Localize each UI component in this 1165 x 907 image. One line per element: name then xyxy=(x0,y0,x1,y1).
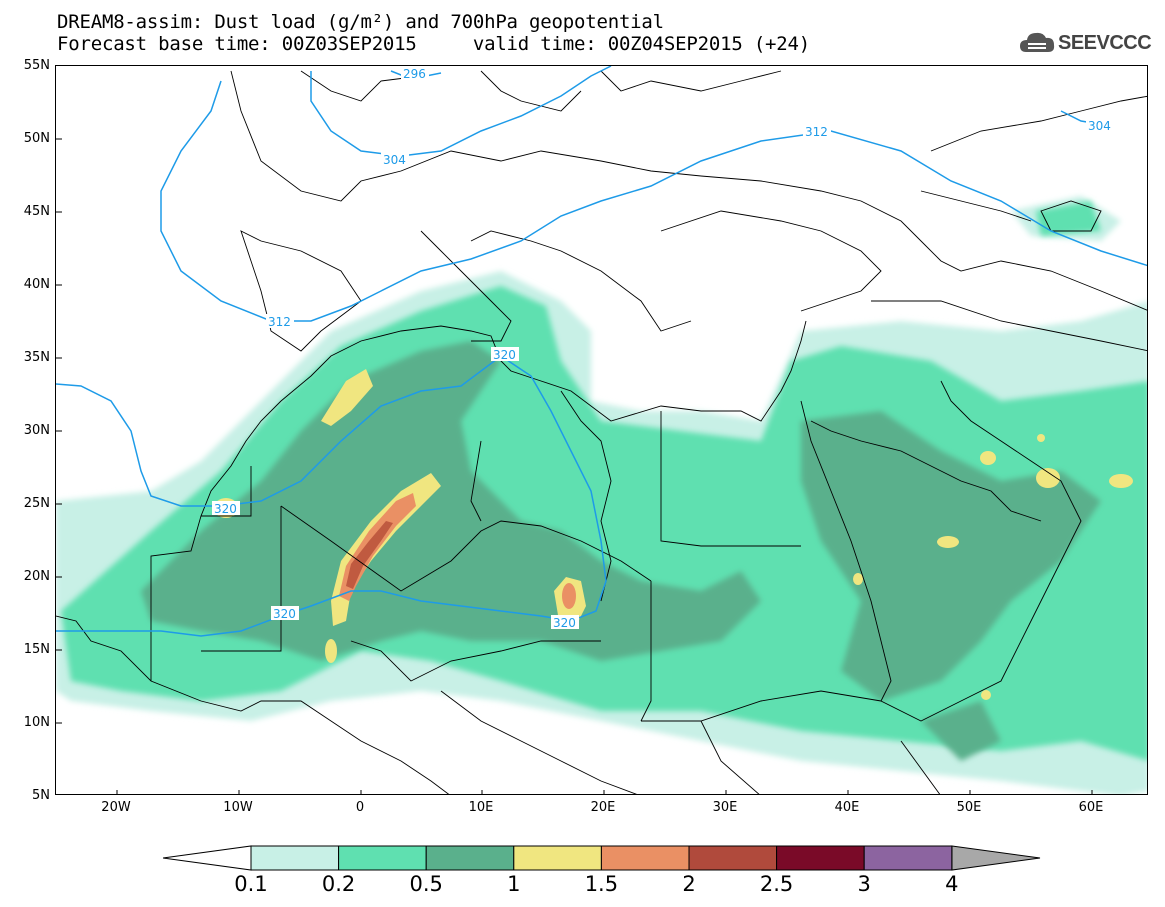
logo-text: SEEVCCC xyxy=(1058,32,1152,54)
lon-label: 10W xyxy=(223,800,253,815)
lat-label: 30N xyxy=(23,423,50,438)
contour-label-296: 296 xyxy=(403,67,426,81)
contour-label-320: 320 xyxy=(214,502,237,516)
lon-label: 20E xyxy=(590,800,616,815)
axis-ticks xyxy=(56,138,1093,794)
lon-label: 50E xyxy=(956,800,982,815)
lat-label: 10N xyxy=(23,715,50,730)
lon-label: 0 xyxy=(355,800,365,815)
lon-label: 30E xyxy=(712,800,738,815)
lat-label: 45N xyxy=(23,204,50,219)
colorbar-cell xyxy=(513,845,602,871)
country-borders xyxy=(56,70,1147,794)
colorbar-cell xyxy=(338,845,427,871)
colorbar-label: 3 xyxy=(857,872,871,896)
colorbar-label: 2 xyxy=(682,872,696,896)
colorbar-label: 0.1 xyxy=(234,872,268,896)
lat-label: 25N xyxy=(23,496,50,511)
colorbar-cell xyxy=(863,845,953,871)
colorbar-label: 0.5 xyxy=(409,872,443,896)
cloud-logo-icon xyxy=(1020,32,1055,52)
colorbar-cell xyxy=(600,845,690,871)
colorbar-cell xyxy=(688,845,778,871)
map-title: DREAM8-assim: Dust load (g/m²) and 700hP… xyxy=(57,11,664,33)
dust-layer-2 xyxy=(346,521,393,589)
map-subtitle: Forecast base time: 00Z03SEP2015 valid t… xyxy=(57,33,811,55)
colorbar-cell xyxy=(425,845,515,871)
colorbar-cells xyxy=(250,845,953,871)
contour-labels: 296 304 304 312 312 320 320 320 320 xyxy=(212,66,1114,630)
lat-label: 20N xyxy=(23,569,50,584)
lon-label: 10E xyxy=(468,800,494,815)
colorbar-label: 1 xyxy=(507,872,521,896)
contour-label-320: 320 xyxy=(273,607,296,621)
contour-label-304: 304 xyxy=(383,153,406,167)
colorbar-label: 2.5 xyxy=(759,872,794,896)
contour-label-304: 304 xyxy=(1088,119,1111,133)
colorbar xyxy=(163,845,1041,871)
contour-label-320: 320 xyxy=(553,616,576,630)
lat-label: 5N xyxy=(32,788,50,803)
lat-label: 35N xyxy=(23,350,50,365)
colorbar-min-arrow xyxy=(163,845,252,871)
colorbar-label: 4 xyxy=(945,872,959,896)
lat-label: 15N xyxy=(23,642,50,657)
lon-label: 20W xyxy=(101,800,131,815)
colorbar-label: 0.2 xyxy=(321,872,356,896)
colorbar-max-arrow xyxy=(951,845,1041,871)
lon-label: 40E xyxy=(834,800,860,815)
lat-label: 40N xyxy=(23,277,50,292)
colorbar-cell xyxy=(250,845,340,871)
dust-map: 296 304 304 312 312 320 320 320 320 xyxy=(56,66,1147,794)
colorbar-cell xyxy=(776,845,865,871)
contour-label-320: 320 xyxy=(493,348,516,362)
contour-label-312: 312 xyxy=(805,125,828,139)
lat-label: 55N xyxy=(23,58,50,73)
map-panel[interactable]: 296 304 304 312 312 320 320 320 320 xyxy=(55,65,1148,795)
lon-label: 60E xyxy=(1078,800,1104,815)
lat-label: 50N xyxy=(23,131,50,146)
colorbar-label: 1.5 xyxy=(584,872,619,896)
contour-label-312: 312 xyxy=(268,315,291,329)
